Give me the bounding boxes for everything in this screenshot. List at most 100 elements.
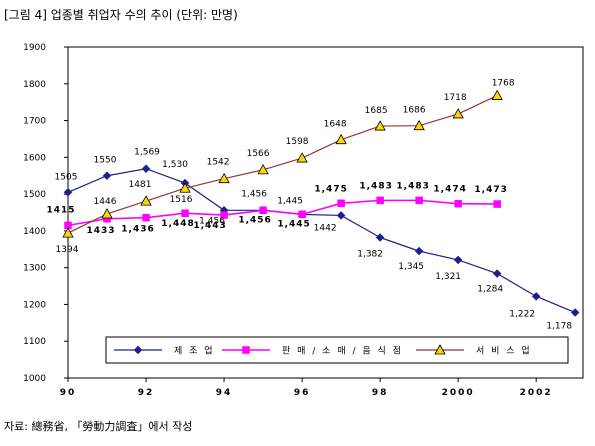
legend-box	[105, 336, 569, 364]
y-tick-label: 1000	[23, 374, 46, 384]
retail-point	[298, 210, 306, 219]
y-tick-label: 1500	[23, 190, 46, 200]
retail-point	[220, 211, 228, 219]
retail-data-label: 1,443	[193, 221, 226, 231]
manufacturing-point	[102, 171, 112, 181]
manufacturing-data-label: 1442	[314, 223, 337, 233]
manufacturing-data-label: 1,222	[509, 309, 535, 319]
retail-point	[454, 199, 462, 208]
service-legend-label: 서 비 스 업	[476, 346, 532, 357]
manufacturing-data-label: 1,445	[277, 196, 303, 206]
x-tick-label: 2000	[442, 388, 475, 398]
manufacturing-legend-label: 제 조 업	[174, 346, 215, 357]
service-point	[374, 120, 386, 131]
service-data-label: 1718	[444, 93, 467, 103]
service-data-label: 1516	[170, 195, 193, 205]
x-tick-label: 98	[372, 388, 389, 398]
service-data-label: 1481	[129, 180, 152, 190]
series-lines	[67, 95, 576, 314]
service-data-label: 1768	[492, 79, 515, 89]
figure-title: [그림 4] 업종별 취업자 수의 추이 (단위: 만명)	[4, 8, 238, 22]
manufacturing-line	[67, 168, 576, 314]
manufacturing-data-label: 1,284	[477, 285, 503, 295]
series-markers	[62, 89, 580, 317]
manufacturing-point	[63, 187, 73, 197]
service-point	[62, 227, 74, 238]
retail-data-label: 1,436	[121, 225, 154, 235]
x-tick-label: 90	[60, 388, 77, 398]
service-point	[101, 208, 113, 219]
x-tick-label: 92	[138, 388, 155, 398]
retail-legend-label: 판 매 / 소 매 / 음 식 점	[282, 345, 403, 357]
manufacturing-point	[453, 255, 463, 265]
service-point	[413, 119, 425, 131]
retail-point	[493, 200, 501, 208]
manufacturing-point	[414, 246, 424, 256]
manufacturing-point	[492, 269, 502, 278]
retail-data-label: 1415	[46, 205, 75, 215]
service-point	[335, 133, 347, 145]
manufacturing-data-label: 1,178	[546, 322, 572, 332]
y-tick-label: 1200	[23, 300, 46, 310]
retail-data-label: 1,445	[277, 219, 310, 229]
retail-point	[415, 196, 423, 205]
service-line	[67, 95, 498, 234]
retail-data-label: 1,483	[396, 181, 429, 191]
service-data-label: 1685	[365, 106, 388, 116]
retail-point	[259, 206, 267, 215]
manufacturing-point	[141, 164, 151, 174]
retail-line	[67, 199, 498, 227]
manufacturing-data-label: 1,456	[241, 189, 267, 199]
y-tick-label: 1600	[23, 153, 46, 163]
service-data-label: 1394	[56, 245, 79, 255]
y-axis: 1000 1100 1200 1300 1400 1500 1600 1700 1800 1900	[23, 43, 68, 384]
x-axis: 90 92 94 96 98 2000 2002	[60, 378, 553, 398]
manufacturing-data-label: 1505	[55, 172, 78, 182]
manufacturing-data-label: 1,345	[398, 262, 424, 272]
service-legend-marker	[434, 344, 446, 355]
manufacturing-data-label: 1,456	[199, 216, 225, 226]
service-point	[491, 89, 503, 100]
y-tick-label: 1800	[23, 80, 46, 90]
retail-data-label: 1,474	[433, 185, 466, 195]
service-point	[179, 182, 191, 193]
retail-legend-marker	[242, 346, 250, 354]
manufacturing-data-label: 1,382	[357, 250, 383, 260]
x-tick-label: 94	[216, 388, 233, 398]
retail-data-label: 1,448	[161, 219, 194, 229]
retail-point	[337, 199, 345, 208]
service-data-label: 1542	[207, 158, 230, 168]
manufacturing-point	[531, 291, 541, 301]
retail-data-label: 1,483	[359, 181, 392, 191]
service-point	[140, 195, 152, 206]
service-data-label: 1566	[247, 149, 270, 159]
legend: 제 조 업 판 매 / 소 매 / 음 식 점 서 비 스 업	[105, 336, 569, 364]
retail-data-label: 1,473	[474, 185, 507, 195]
y-tick-label: 1900	[23, 43, 46, 53]
plot-area	[67, 46, 584, 379]
y-tick-label: 1400	[23, 227, 46, 237]
manufacturing-point	[570, 308, 580, 317]
x-tick-label: 2002	[520, 388, 553, 398]
retail-data-label: 1433	[86, 226, 115, 236]
manufacturing-point	[375, 233, 385, 242]
service-data-label: 1598	[286, 137, 309, 147]
retail-data-label: 1,475	[314, 184, 347, 194]
manufacturing-data-label: 1,321	[435, 272, 461, 282]
x-tick-label: 96	[294, 388, 311, 398]
retail-data-label: 1,456	[238, 215, 271, 225]
retail-point	[376, 196, 384, 205]
service-point	[452, 108, 464, 119]
manufacturing-data-label: 1550	[94, 156, 117, 166]
service-point	[296, 152, 308, 163]
manufacturing-data-label: 1,530	[162, 160, 188, 170]
y-tick-label: 1100	[23, 337, 46, 347]
y-tick-label: 1700	[23, 117, 46, 127]
service-data-label: 1648	[324, 120, 347, 130]
manufacturing-data-label: 1,569	[134, 148, 160, 158]
service-point	[257, 164, 269, 175]
plot-border	[67, 46, 584, 379]
manufacturing-legend-marker	[133, 345, 143, 355]
